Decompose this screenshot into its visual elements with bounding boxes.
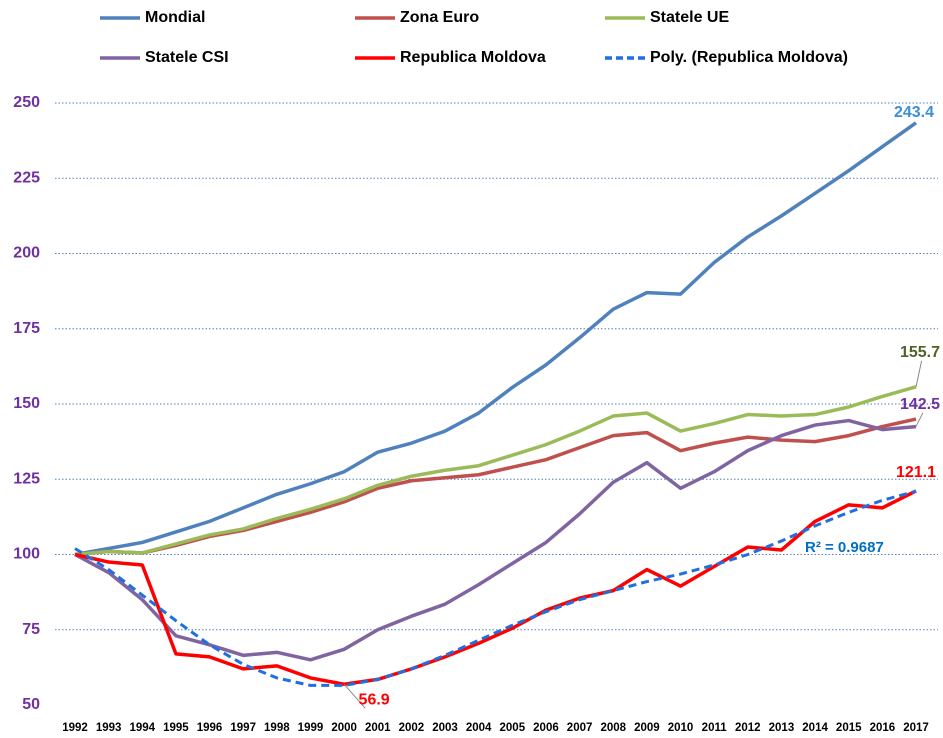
data-label: 142.5 [900,396,940,413]
x-tick-label: 1996 [197,722,223,734]
x-tick-label: 2009 [634,722,660,734]
x-tick-label: 2010 [668,722,694,734]
x-tick-label: 2002 [399,722,425,734]
y-tick-label: 150 [13,395,40,412]
x-tick-label: 1994 [129,722,155,734]
x-tick-label: 2004 [466,722,492,734]
x-tick-label: 1998 [264,722,290,734]
x-tick-label: 2003 [432,722,458,734]
x-tick-label: 2015 [836,722,862,734]
label-leader [343,683,366,709]
x-tick-label: 2014 [802,722,828,734]
series-line [74,417,917,557]
y-tick-label: 200 [13,245,40,262]
x-tick-label: 2001 [365,722,391,734]
series-line [74,121,918,557]
y-tick-label: 225 [13,169,40,186]
y-tick-label: 175 [13,320,40,337]
x-tick-label: 2011 [702,722,728,734]
x-tick-label: 2013 [769,722,795,734]
data-label: 56.9 [359,691,390,708]
r-squared: R² = 0.9687 [805,539,884,556]
legend-label: Zona Euro [400,9,479,26]
x-tick-label: 2000 [331,722,357,734]
y-tick-label: 100 [13,546,40,563]
x-tick-label: 2008 [600,722,626,734]
series-line [74,489,917,686]
x-tick-label: 2017 [903,722,929,734]
legend-label: Republica Moldova [400,49,546,66]
data-label: 155.7 [900,344,940,361]
series-line [74,385,917,557]
x-tick-label: 1992 [62,722,88,734]
x-tick-label: 1997 [230,722,256,734]
x-tick-label: 1995 [163,722,189,734]
y-tick-label: 250 [13,94,40,111]
legend-label: Statele CSI [145,49,229,66]
legend-label: Poly. (Republica Moldova) [650,49,848,66]
x-tick-label: 1999 [298,722,324,734]
x-tick-label: 2005 [500,722,526,734]
y-tick-label: 125 [13,470,40,487]
x-tick-label: 1993 [96,722,122,734]
y-tick-label: 75 [22,621,40,638]
label-leader [915,360,923,387]
legend-label: Mondial [145,9,205,26]
x-tick-label: 2016 [870,722,896,734]
x-tick-label: 2006 [533,722,559,734]
series-line [74,489,917,687]
data-label: 243.4 [894,104,934,121]
legend-label: Statele UE [650,9,729,26]
data-label: 121.1 [896,464,936,481]
x-tick-label: 2012 [735,722,761,734]
y-tick-label: 50 [22,696,40,713]
label-leader [915,412,924,427]
x-tick-label: 2007 [567,722,593,734]
